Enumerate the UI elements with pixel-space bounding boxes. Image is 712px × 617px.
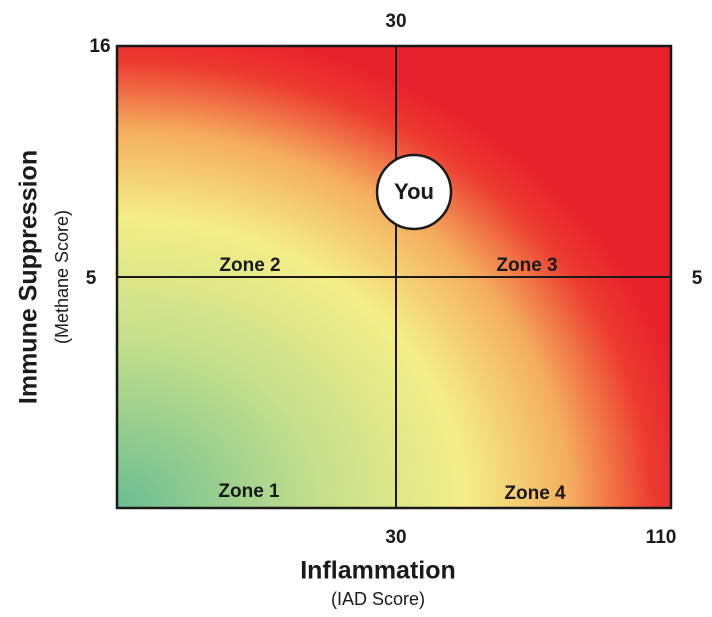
y-axis-subtitle: (Methane Score) (52, 210, 72, 344)
you-marker (375, 153, 453, 231)
tick-label: 5 (692, 268, 703, 289)
tick-label: 30 (385, 527, 406, 548)
tick-label: 16 (89, 36, 110, 57)
zone-label: Zone 4 (504, 483, 566, 504)
tick-label: 30 (385, 11, 406, 32)
zone-label: Zone 3 (496, 255, 557, 276)
you-label: You (394, 179, 434, 204)
x-axis-title: Inflammation (300, 557, 456, 585)
tick-label: 5 (86, 268, 97, 289)
y-axis-title: Immune Suppression (15, 150, 43, 404)
zone-label: Zone 1 (218, 481, 280, 502)
x-axis-subtitle: (IAD Score) (331, 589, 425, 609)
zone-label: Zone 2 (219, 255, 280, 276)
tick-label: 110 (646, 527, 677, 548)
